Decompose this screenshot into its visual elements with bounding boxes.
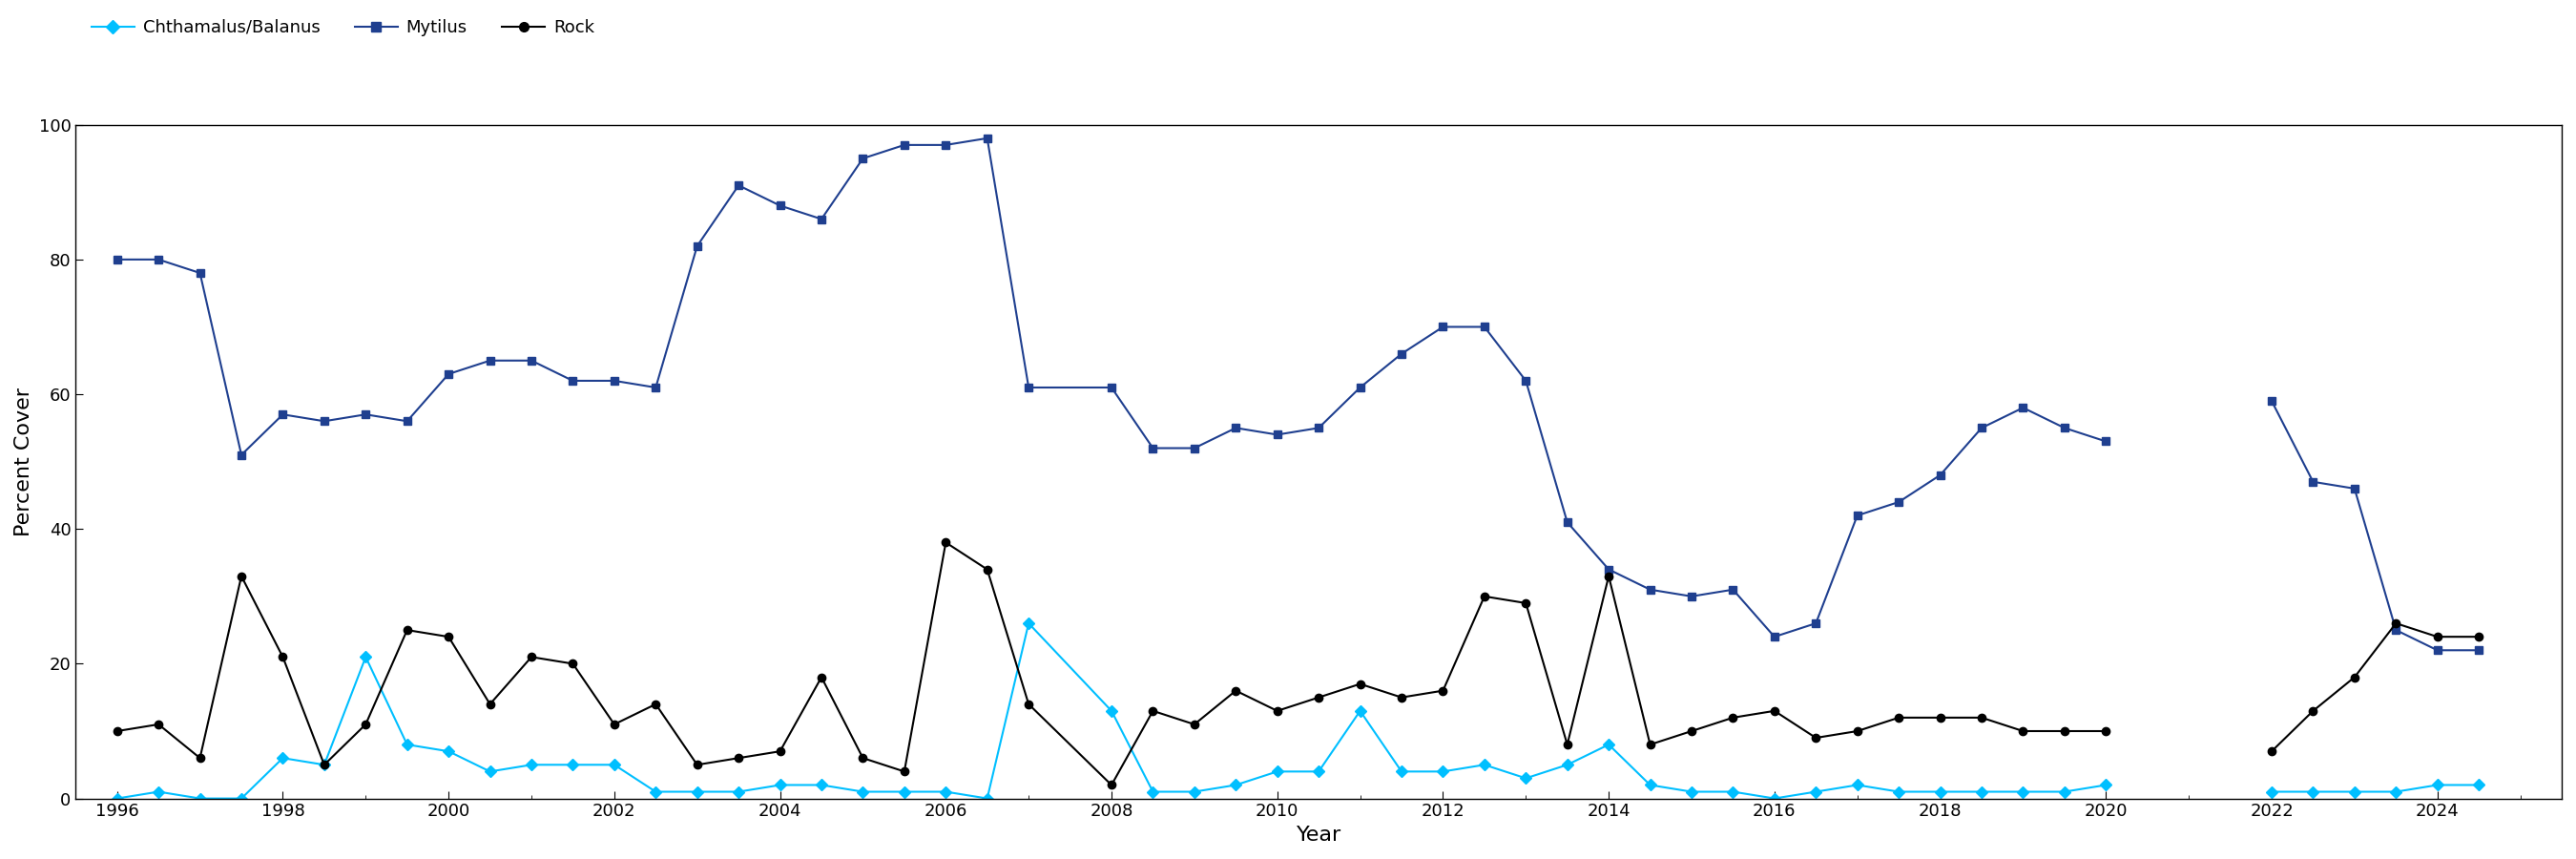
Legend: Chthamalus/Balanus, Mytilus, Rock: Chthamalus/Balanus, Mytilus, Rock [85, 12, 600, 43]
Y-axis label: Percent Cover: Percent Cover [15, 387, 33, 536]
X-axis label: Year: Year [1296, 825, 1342, 844]
